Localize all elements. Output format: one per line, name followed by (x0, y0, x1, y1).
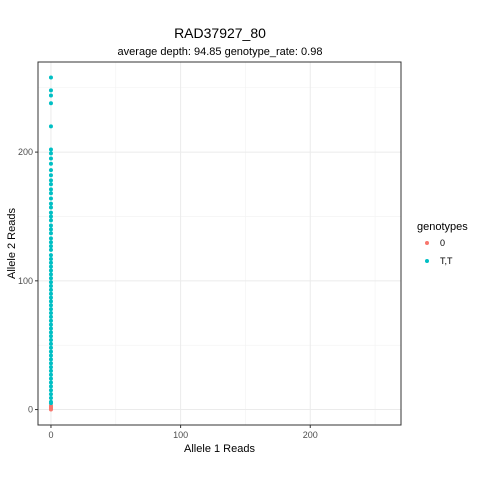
point-genotype-tt (48, 361, 53, 366)
y-tick-label: 100 (18, 276, 33, 286)
point-genotype-tt (48, 101, 53, 106)
point-genotype-tt (48, 236, 53, 241)
legend-title: genotypes (417, 221, 468, 233)
point-genotype-tt (48, 93, 53, 98)
point-genotype-tt (48, 326, 53, 331)
point-genotype-tt (48, 253, 53, 258)
point-genotype-tt (48, 218, 53, 223)
point-genotype-tt (48, 338, 53, 343)
point-genotype-tt (48, 156, 53, 161)
point-genotype-tt (48, 260, 53, 265)
point-genotype-tt (48, 311, 53, 316)
chart-subtitle: average depth: 94.85 genotype_rate: 0.98 (118, 46, 323, 58)
x-tick-label: 0 (48, 430, 53, 440)
point-genotype-tt (48, 247, 53, 252)
point-genotype-tt (48, 322, 53, 327)
point-genotype-tt (48, 191, 53, 196)
point-genotype-tt (48, 151, 53, 156)
point-genotype-tt (48, 187, 53, 192)
point-genotype-tt (48, 210, 53, 215)
point-genotype-tt (48, 196, 53, 201)
point-genotype-tt (48, 280, 53, 285)
point-genotype-tt (48, 384, 53, 389)
point-genotype-tt (48, 388, 53, 393)
point-genotype-tt (48, 182, 53, 187)
y-tick-label: 0 (28, 405, 33, 415)
point-genotype-tt (48, 299, 53, 304)
legend-label-tt: T,T (440, 256, 453, 266)
point-genotype-tt (48, 201, 53, 206)
point-genotype-tt (48, 295, 53, 300)
point-genotype-tt (48, 287, 53, 292)
point-genotype-tt (48, 395, 53, 400)
axis-ticks: 0 100 200 0 100 200 (18, 147, 318, 440)
legend-key-0 (425, 241, 429, 245)
grid-lines (38, 62, 401, 425)
point-genotype-tt (48, 168, 53, 173)
point-genotype-tt (48, 272, 53, 277)
point-genotype-tt (48, 256, 53, 261)
point-genotype-tt (48, 205, 53, 210)
point-genotype-tt (48, 240, 53, 245)
point-genotype-tt (48, 231, 53, 236)
point-genotype-tt (48, 178, 53, 183)
y-tick-label: 200 (18, 147, 33, 157)
point-genotype-tt (48, 244, 53, 249)
point-genotype-tt (48, 173, 53, 178)
point-genotype-tt (48, 124, 53, 129)
point-genotype-tt (48, 283, 53, 288)
point-genotype-tt (48, 318, 53, 323)
point-genotype-tt (48, 334, 53, 339)
point-genotype-tt (48, 353, 53, 358)
x-tick-label: 100 (173, 430, 188, 440)
data-points (48, 75, 53, 412)
point-genotype-tt (48, 223, 53, 228)
point-genotype-tt (48, 345, 53, 350)
point-genotype-tt (48, 264, 53, 269)
legend: genotypes 0 T,T (417, 221, 468, 266)
point-genotype-tt (48, 268, 53, 273)
point-genotype-tt (48, 330, 53, 335)
point-genotype-tt (48, 365, 53, 370)
point-genotype-tt (48, 349, 53, 354)
point-genotype-tt (48, 147, 53, 152)
legend-label-0: 0 (440, 238, 445, 248)
legend-key-tt (425, 259, 429, 263)
point-genotype-tt (48, 75, 53, 80)
x-tick-label: 200 (303, 430, 318, 440)
panel-border (37, 61, 402, 426)
point-genotype-tt (48, 227, 53, 232)
point-genotype-tt (48, 392, 53, 397)
point-genotype-tt (48, 314, 53, 319)
point-genotype-tt (48, 307, 53, 312)
point-genotype-tt (48, 214, 53, 219)
point-genotype-tt (48, 368, 53, 373)
point-genotype-tt (48, 276, 53, 281)
point-genotype-tt (48, 376, 53, 381)
point-genotype-tt (48, 372, 53, 377)
point-genotype-tt (48, 303, 53, 308)
point-genotype-tt (48, 291, 53, 296)
point-genotype-tt (48, 357, 53, 362)
chart-title: RAD37927_80 (174, 25, 266, 41)
x-axis-title: Allele 1 Reads (184, 443, 255, 455)
point-genotype-tt (48, 380, 53, 385)
point-genotype-tt (48, 401, 53, 406)
point-genotype-tt (48, 88, 53, 93)
y-axis-title: Allele 2 Reads (6, 208, 18, 279)
point-genotype-tt (48, 341, 53, 346)
point-genotype-tt (48, 161, 53, 166)
